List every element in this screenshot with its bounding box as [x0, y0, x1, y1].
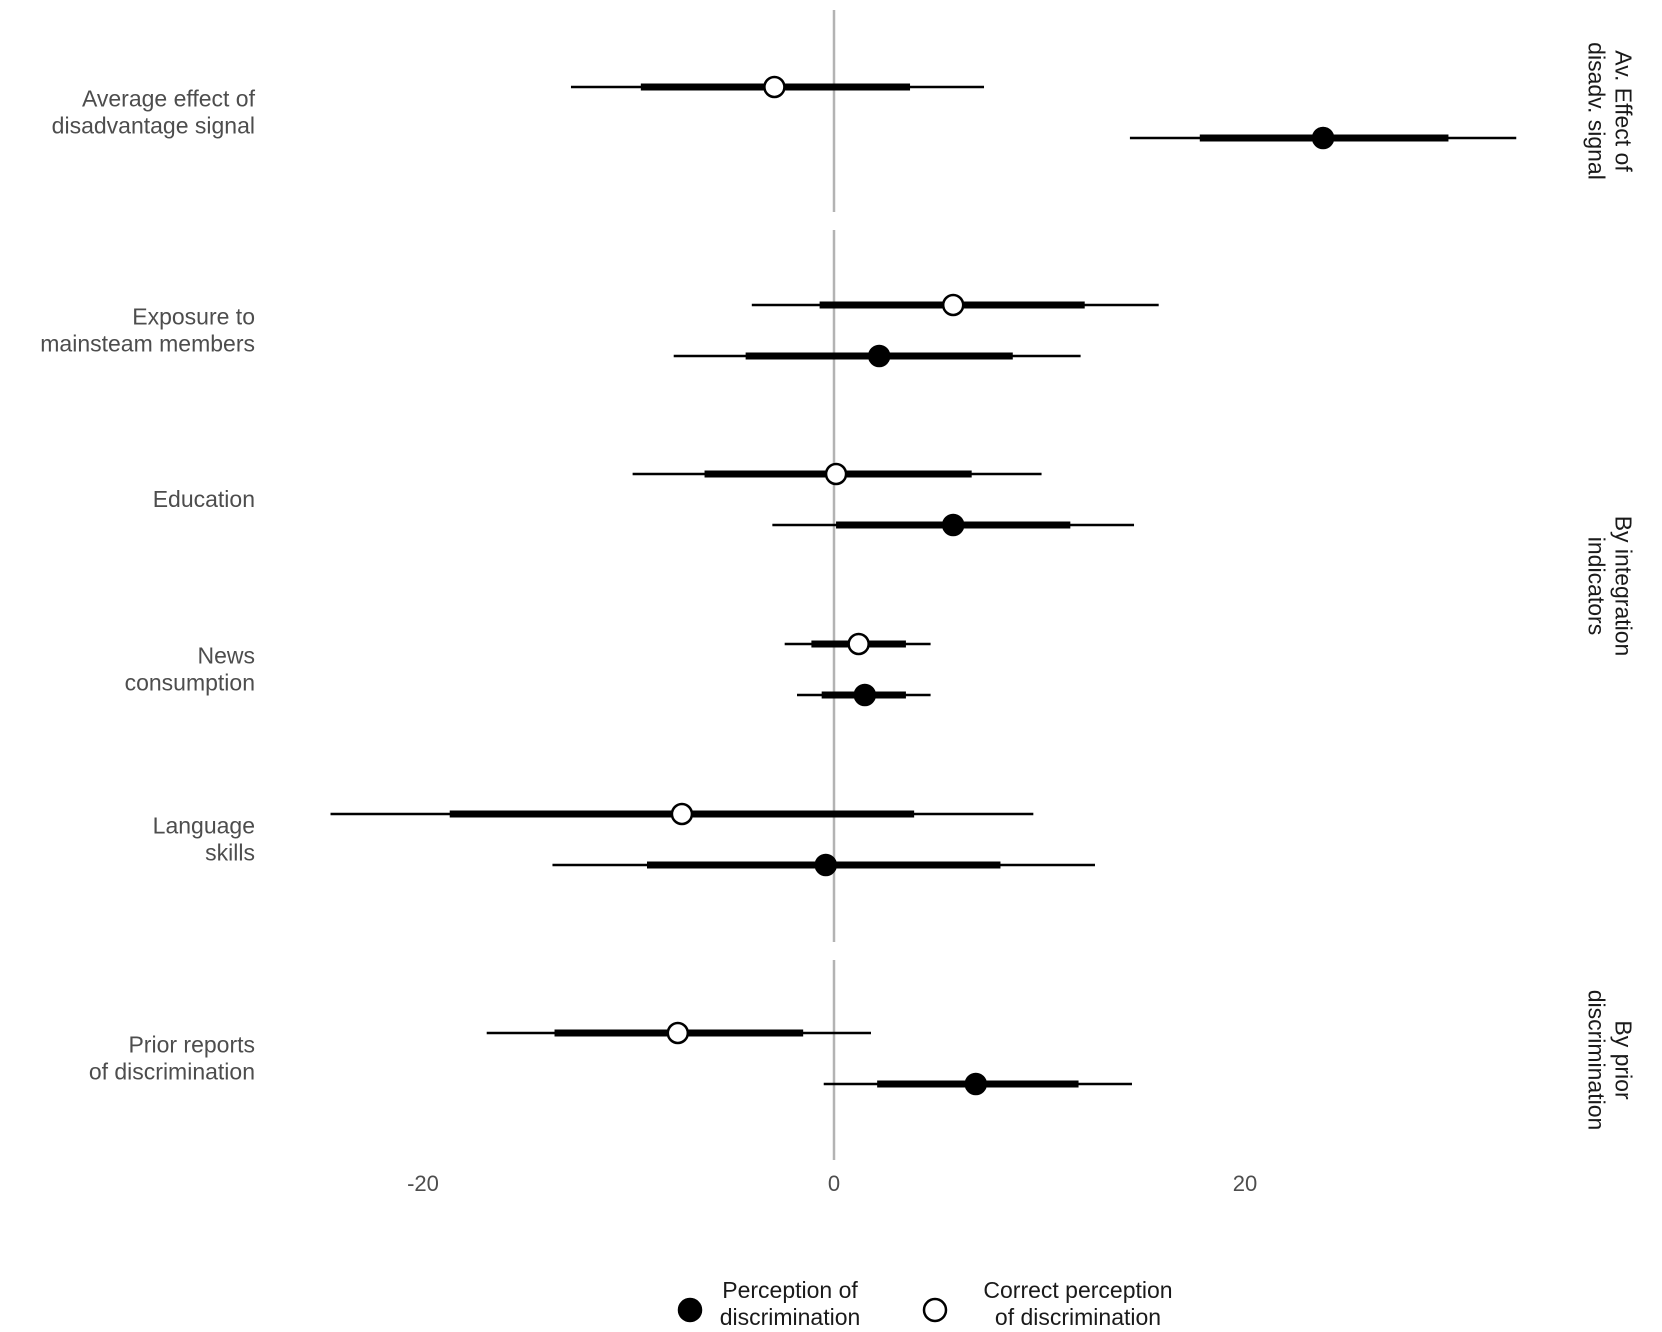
legend-item-correct: Correct perception of discrimination	[922, 1277, 1173, 1330]
panel-strip-label-line: By prior	[1611, 1020, 1637, 1100]
row-label-line: Education	[153, 486, 255, 512]
point-estimate	[941, 513, 965, 537]
point-estimate	[670, 802, 694, 826]
panel: Av. Effect ofdisadv. signal Average effec…	[52, 10, 1637, 212]
row-label-line: consumption	[125, 670, 255, 696]
panel-strip-label: By integrationindicators	[1584, 516, 1637, 657]
legend-label-line: discrimination	[720, 1304, 861, 1330]
point-estimate	[853, 683, 877, 707]
x-axis-ticks: -20 0 20	[407, 1171, 1257, 1196]
row-label: Education	[153, 486, 255, 512]
point-estimate	[941, 293, 965, 317]
row-label: Average effect of disadvantage signal	[52, 86, 256, 139]
point-estimate	[814, 853, 838, 877]
row-label: Exposure to mainsteam members	[40, 304, 255, 357]
coef-row: Exposure to mainsteam members	[40, 293, 1159, 368]
estimate-correct	[632, 462, 1042, 486]
coef-row: Language skills	[153, 802, 1095, 877]
coef-row: News consumption	[125, 632, 931, 707]
panel-strip-label-line: discrimination	[1584, 990, 1610, 1131]
estimate-perception	[552, 853, 1095, 877]
legend-item-perception: Perception of discrimination	[677, 1277, 861, 1330]
point-estimate	[824, 462, 848, 486]
row-label-line: Exposure to	[132, 304, 255, 330]
row-label-line: Average effect of	[82, 86, 256, 112]
coef-row: Education	[153, 462, 1135, 537]
estimate-perception	[823, 1072, 1132, 1096]
row-label-line: News	[197, 643, 255, 669]
row-label: Language skills	[153, 813, 255, 866]
panels-layer: Av. Effect ofdisadv. signal Average effec…	[40, 10, 1637, 1160]
panel-strip-label-line: disadv. signal	[1584, 42, 1610, 180]
row-label-line: Prior reports	[128, 1032, 255, 1058]
x-tick-label: 20	[1233, 1171, 1257, 1196]
panel-strip-label-line: By integration	[1611, 516, 1637, 657]
estimate-correct	[751, 293, 1159, 317]
point-estimate	[1311, 126, 1335, 150]
panel-strip-label: Av. Effect ofdisadv. signal	[1584, 42, 1637, 180]
legend-label: Perception of discrimination	[720, 1277, 861, 1330]
estimate-correct	[330, 802, 1034, 826]
legend-label-line: Perception of	[722, 1277, 858, 1303]
row-label-line: disadvantage signal	[52, 113, 255, 139]
legend-label-line: of discrimination	[995, 1304, 1161, 1330]
legend-key-marker	[677, 1297, 703, 1323]
coef-row: Prior reports of discrimination	[89, 1021, 1132, 1096]
row-label-line: skills	[205, 840, 255, 866]
estimate-perception	[772, 513, 1135, 537]
panel: By integrationindicators Exposure to mains…	[40, 230, 1637, 942]
estimate-correct	[486, 1021, 871, 1045]
row-label: Prior reports of discrimination	[89, 1032, 255, 1085]
panel: By priordiscrimination Prior reports of di…	[89, 960, 1637, 1160]
row-label-line: mainsteam members	[40, 331, 255, 357]
point-estimate	[867, 344, 891, 368]
point-estimate	[666, 1021, 690, 1045]
estimate-correct	[784, 632, 931, 656]
legend-label: Correct perception of discrimination	[983, 1277, 1172, 1330]
x-tick-label: 0	[828, 1171, 840, 1196]
point-estimate	[847, 632, 870, 656]
estimate-perception	[673, 344, 1081, 368]
x-tick-label: -20	[407, 1171, 439, 1196]
estimate-correct	[570, 75, 985, 99]
point-estimate	[763, 75, 786, 99]
row-label: News consumption	[125, 643, 255, 696]
legend-key-marker	[922, 1297, 948, 1323]
panel-strip-label-line: indicators	[1584, 537, 1610, 635]
legend-label-line: Correct perception	[983, 1277, 1172, 1303]
panel-strip-label: By priordiscrimination	[1584, 990, 1637, 1131]
estimate-perception	[797, 683, 931, 707]
row-label-line: of discrimination	[89, 1059, 255, 1085]
point-estimate	[964, 1072, 988, 1096]
panel-strip-label-line: Av. Effect of	[1611, 50, 1637, 172]
estimate-perception	[1129, 126, 1517, 150]
row-label-line: Language	[153, 813, 255, 839]
coef-row: Average effect of disadvantage signal	[52, 75, 1517, 150]
legend: Perception of discrimination Correct perce…	[677, 1277, 1173, 1330]
